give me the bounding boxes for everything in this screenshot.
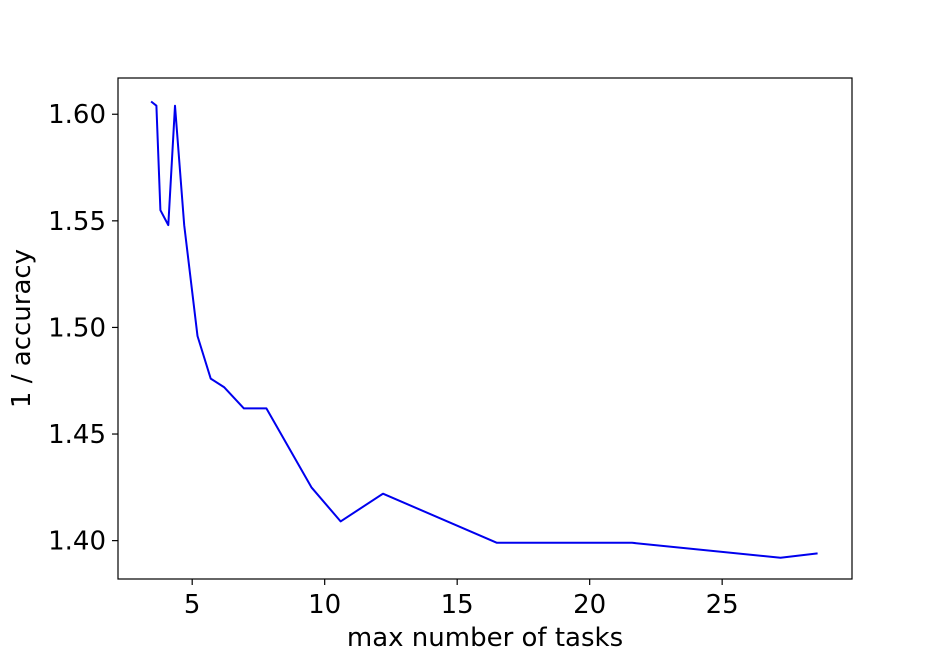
y-tick-label: 1.45 bbox=[48, 420, 106, 450]
y-tick-label: 1.50 bbox=[48, 313, 106, 343]
y-tick-label: 1.55 bbox=[48, 207, 106, 237]
x-tick-label: 15 bbox=[441, 590, 474, 620]
plot-frame bbox=[117, 77, 853, 580]
x-axis-ticks: 5 10 15 20 25 bbox=[184, 579, 739, 620]
chart-marks bbox=[150, 100, 818, 559]
x-axis-label: max number of tasks bbox=[347, 623, 623, 651]
plot-background bbox=[118, 78, 852, 579]
x-tick-label: 25 bbox=[706, 590, 739, 620]
x-tick-label: 10 bbox=[308, 590, 341, 620]
x-tick-label: 20 bbox=[573, 590, 606, 620]
series-line-0 bbox=[150, 100, 818, 559]
y-axis-label: 1 / accuracy bbox=[7, 249, 37, 408]
y-tick-label: 1.60 bbox=[48, 100, 106, 130]
x-tick-label: 5 bbox=[184, 590, 201, 620]
y-axis-ticks: 1.40 1.45 1.50 1.55 1.60 bbox=[48, 100, 118, 557]
y-tick-label: 1.40 bbox=[48, 527, 106, 557]
